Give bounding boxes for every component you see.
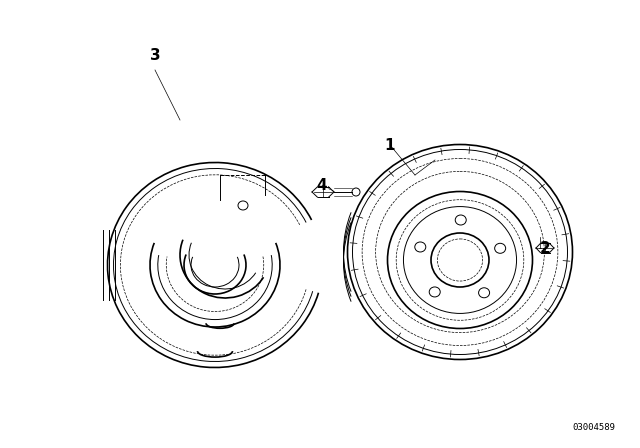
Text: 1: 1	[385, 138, 396, 152]
Text: 03004589: 03004589	[572, 423, 615, 432]
Text: 4: 4	[317, 177, 327, 193]
Text: 2: 2	[540, 241, 550, 255]
Text: 3: 3	[150, 47, 160, 63]
